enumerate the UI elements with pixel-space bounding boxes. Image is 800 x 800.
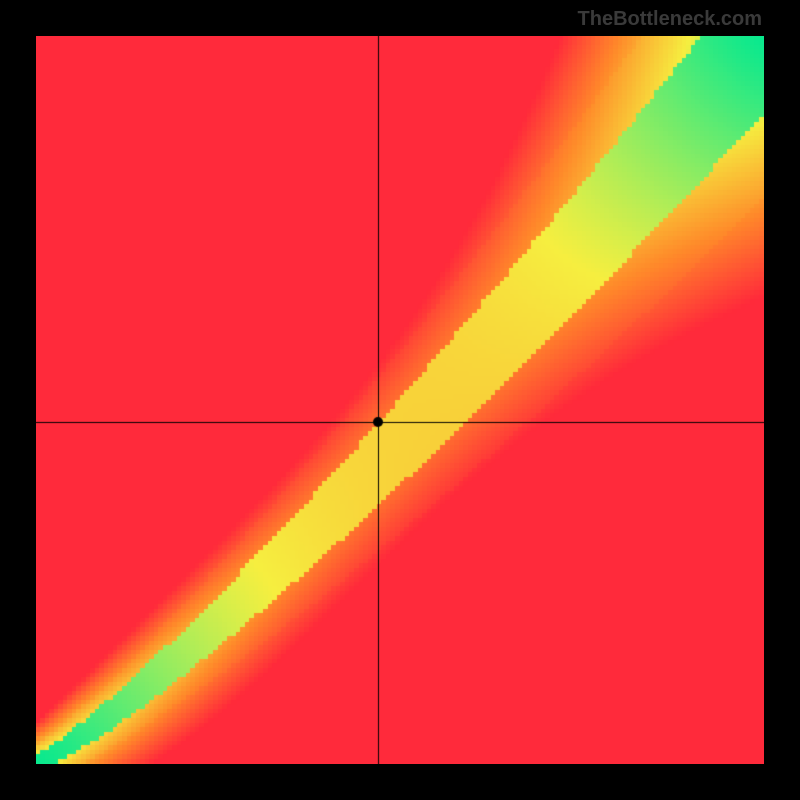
heatmap-area bbox=[36, 36, 764, 764]
plot-frame bbox=[0, 0, 800, 800]
crosshair-overlay bbox=[36, 36, 764, 764]
watermark-text: TheBottleneck.com bbox=[578, 8, 762, 31]
